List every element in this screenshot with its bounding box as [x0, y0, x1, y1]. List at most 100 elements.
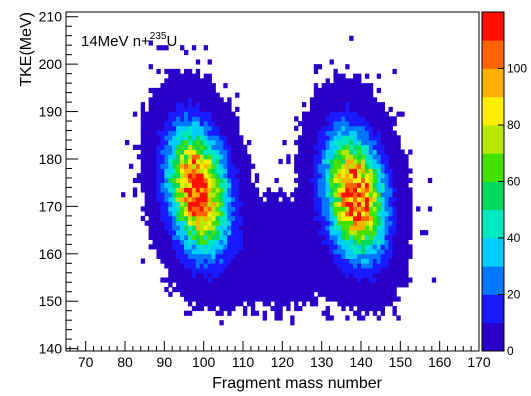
heatmap-cell: [235, 291, 240, 297]
heatmap-cell: [368, 211, 374, 217]
heatmap-cell: [298, 177, 303, 184]
heatmap-cell: [286, 268, 291, 274]
heatmap-cell: [380, 230, 385, 236]
heatmap-cell: [396, 196, 401, 203]
heatmap-cell: [321, 234, 326, 240]
heatmap-cell: [321, 282, 326, 288]
heatmap-cell: [187, 144, 193, 150]
heatmap-cell: [298, 268, 303, 274]
heatmap-cell: [203, 168, 208, 174]
heatmap-cell: [250, 206, 256, 212]
heatmap-cell: [227, 154, 232, 160]
heatmap-cell: [254, 211, 260, 217]
heatmap-cell: [164, 187, 169, 193]
heatmap-cell: [227, 301, 232, 307]
heatmap-cell: [372, 177, 378, 184]
heatmap-cell: [305, 168, 311, 174]
colorbar-segment: [482, 322, 504, 352]
heatmap-cell: [278, 258, 283, 264]
heatmap-cell: [207, 230, 212, 236]
heatmap-cell: [372, 158, 378, 165]
heatmap-cell: [187, 173, 193, 179]
heatmap-cell: [203, 258, 208, 264]
heatmap-cell: [195, 268, 201, 274]
heatmap-cell: [191, 263, 197, 269]
heatmap-cell: [372, 225, 378, 231]
heatmap-cell: [168, 282, 173, 288]
y-tick-label: 160: [39, 246, 63, 262]
heatmap-cell: [270, 305, 275, 312]
heatmap-cell: [172, 272, 177, 278]
heatmap-cell: [404, 249, 409, 255]
heatmap-cell: [250, 182, 256, 188]
heatmap-cell: [384, 301, 389, 307]
heatmap-cell: [353, 149, 358, 155]
heatmap-cell: [250, 310, 256, 316]
heatmap-cell: [286, 196, 291, 203]
heatmap-cell: [321, 310, 326, 316]
heatmap-cell: [364, 230, 370, 236]
heatmap-cell: [227, 135, 232, 141]
heatmap-cell: [290, 263, 295, 269]
heatmap-cell: [361, 196, 366, 203]
heatmap-cell: [207, 106, 212, 112]
heatmap-cell: [364, 282, 370, 288]
heatmap-cell: [187, 230, 193, 236]
heatmap-cell: [380, 239, 385, 245]
heatmap-cell: [380, 140, 385, 146]
heatmap-cell: [400, 196, 405, 203]
heatmap-cell: [219, 192, 224, 198]
heatmap-cell: [384, 206, 389, 212]
heatmap-cell: [278, 272, 283, 278]
heatmap-cell: [345, 301, 350, 307]
heatmap-cell: [184, 258, 189, 264]
heatmap-cell: [404, 230, 409, 236]
heatmap-cell: [172, 168, 177, 174]
heatmap-cell: [298, 121, 303, 127]
heatmap-cell: [156, 239, 161, 245]
heatmap-cell: [357, 201, 362, 207]
heatmap-cell: [353, 135, 358, 141]
heatmap-cell: [231, 239, 236, 245]
heatmap-cell: [160, 249, 165, 255]
heatmap-cell: [140, 154, 146, 160]
heatmap-cell: [294, 140, 299, 146]
heatmap-cell: [243, 215, 248, 222]
heatmap-cell: [298, 182, 303, 188]
heatmap-cell: [364, 106, 370, 112]
heatmap-cell: [203, 121, 208, 127]
heatmap-cell: [187, 158, 193, 165]
heatmap-cell: [195, 201, 201, 207]
heatmap-cell: [223, 130, 228, 136]
heatmap-cell: [361, 163, 366, 169]
heatmap-cell: [203, 244, 208, 250]
heatmap-cell: [156, 234, 161, 240]
heatmap-cell: [128, 163, 134, 169]
heatmap-cell: [250, 249, 256, 255]
heatmap-cell: [231, 177, 236, 184]
heatmap-cell: [199, 144, 205, 150]
heatmap-cell: [191, 272, 197, 278]
heatmap-cell: [325, 249, 330, 255]
heatmap-cell: [164, 177, 169, 184]
heatmap-cell: [258, 268, 264, 274]
heatmap-cell: [254, 249, 260, 255]
heatmap-cell: [144, 135, 149, 141]
heatmap-cell: [140, 206, 146, 212]
heatmap-cell: [239, 220, 244, 226]
heatmap-cell: [364, 244, 370, 250]
heatmap-cell: [203, 196, 208, 203]
heatmap-cell: [372, 291, 378, 297]
heatmap-cell: [156, 244, 161, 250]
heatmap-cell: [372, 121, 378, 127]
heatmap-cell: [357, 102, 362, 108]
heatmap-cell: [180, 135, 185, 141]
heatmap-cell: [317, 173, 323, 179]
heatmap-cell: [341, 78, 346, 84]
heatmap-cell: [404, 258, 409, 264]
heatmap-cell: [187, 92, 193, 98]
heatmap-cell: [392, 154, 397, 160]
heatmap-cell: [223, 225, 228, 231]
heatmap-cell: [144, 121, 149, 127]
heatmap-cell: [168, 111, 173, 117]
